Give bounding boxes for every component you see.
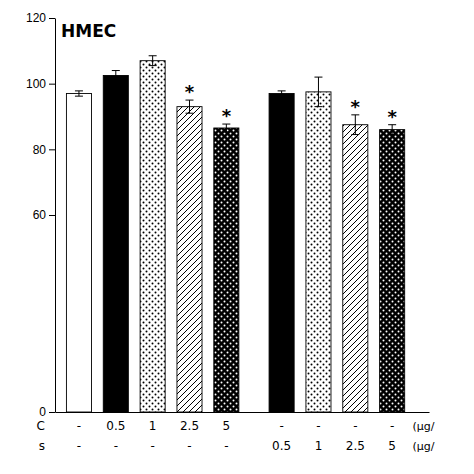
row-label: - (187, 439, 191, 453)
bar (306, 92, 331, 412)
bar (66, 94, 91, 412)
category-row: s - - - - - 0.5 1 2.5 5 (μg/ (39, 439, 435, 453)
error-bar (112, 71, 120, 81)
row-prefix: C (37, 419, 45, 433)
y-axis-line (55, 19, 56, 413)
row-unit: (μg/ (412, 440, 434, 453)
x-axis (56, 412, 430, 413)
y-tick-mark (49, 412, 55, 413)
row-label: 1 (149, 419, 157, 433)
row-label: - (114, 439, 118, 453)
error-bar-line (112, 71, 120, 81)
row-label: - (77, 419, 81, 433)
row-label: 2.5 (346, 439, 365, 453)
error-bar-line (278, 91, 286, 96)
error-bar (351, 115, 359, 135)
significance-marker: * (185, 81, 195, 102)
row-label: 2.5 (180, 419, 199, 433)
bar (269, 94, 294, 412)
error-bar (314, 77, 322, 107)
row-label: 5 (223, 419, 231, 433)
y-tick-mark (49, 84, 55, 85)
y-tick-label: 80 (33, 143, 47, 157)
error-bar (75, 91, 83, 96)
y-axis: 0 60 80 100 120 (26, 11, 56, 419)
bar (177, 107, 202, 412)
y-tick: 60 (33, 208, 55, 222)
row-label: 0.5 (272, 439, 291, 453)
error-bar-line (351, 115, 359, 135)
error-bar-line (314, 77, 322, 107)
y-tick-label: 60 (33, 208, 47, 222)
bar (343, 125, 368, 412)
error-bar-line (75, 91, 83, 96)
marks (66, 56, 404, 412)
y-tick: 80 (33, 143, 55, 157)
row-label: 5 (388, 439, 396, 453)
bar (214, 128, 239, 412)
error-bar (149, 56, 157, 66)
y-tick-label: 100 (26, 77, 46, 91)
chart: 0 60 80 100 120 * * * * HMEC C - 0.5 1 2.5 5 - - - - (μg/s - -… (0, 0, 474, 474)
row-label: - (77, 439, 81, 453)
category-row: C - 0.5 1 2.5 5 - - - - (μg/ (37, 419, 435, 433)
bar (140, 61, 165, 412)
row-unit: (μg/ (412, 420, 434, 433)
y-tick: 0 (39, 405, 55, 419)
bar (103, 75, 128, 412)
significance: * * * * (185, 81, 398, 127)
row-label: - (279, 419, 283, 433)
x-axis-line (56, 412, 430, 413)
row-label: 0.5 (106, 419, 125, 433)
row-label: - (390, 419, 394, 433)
significance-marker: * (222, 105, 232, 126)
row-label: - (353, 419, 357, 433)
row-label: - (224, 439, 228, 453)
row-label: - (150, 439, 154, 453)
significance-marker: * (387, 106, 397, 127)
y-tick-label: 0 (39, 405, 46, 419)
row-prefix: s (39, 439, 45, 453)
y-tick: 120 (26, 11, 55, 25)
plot: 0 60 80 100 120 * * * * HMEC C - 0.5 1 2.5 5 - - - - (μg/s - -… (26, 11, 435, 453)
y-tick-mark (49, 215, 55, 216)
row-label: 1 (315, 439, 323, 453)
y-tick-label: 120 (26, 11, 46, 25)
bar (380, 130, 405, 412)
y-tick-mark (49, 18, 55, 19)
y-tick-mark (49, 149, 55, 150)
error-bar-line (149, 56, 157, 66)
title: HMEC (61, 21, 116, 41)
y-tick: 100 (26, 77, 55, 91)
row-label: - (316, 419, 320, 433)
error-bar (278, 91, 286, 96)
significance-marker: * (351, 96, 361, 117)
